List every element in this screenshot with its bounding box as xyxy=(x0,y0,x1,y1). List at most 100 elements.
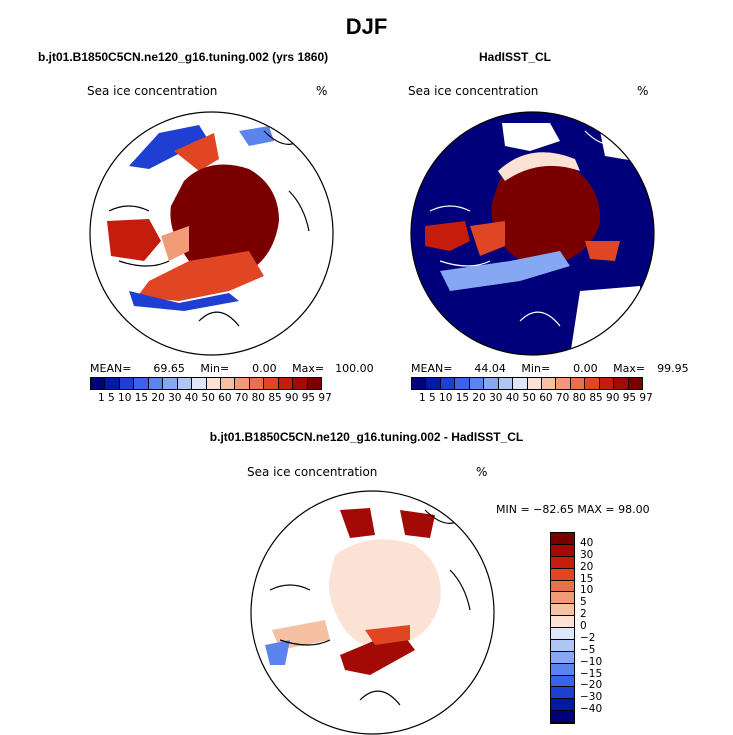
cb3-label-9: −5 xyxy=(580,643,596,656)
panel1-max: 100.00 xyxy=(335,362,374,375)
panel1-ice-bering xyxy=(174,133,219,171)
cb1-swatch-5 xyxy=(163,378,178,389)
cb3-label-8: −2 xyxy=(580,631,596,644)
cb3-label-1: 30 xyxy=(580,548,594,561)
panel3-units: % xyxy=(476,465,488,479)
cb3-label-2: 20 xyxy=(580,560,594,573)
panel2-subtitle: HadISST_CL xyxy=(479,50,552,64)
cb3-swatch-6 xyxy=(551,604,574,617)
cb3-label-5: 5 xyxy=(580,596,587,609)
cb1-swatch-13 xyxy=(278,378,294,389)
panel1-min: 0.00 xyxy=(252,362,277,375)
panel3-map xyxy=(250,490,495,735)
cb1-swatch-11 xyxy=(249,378,265,389)
cb3-swatch-9 xyxy=(551,639,574,652)
panel2-variable: Sea ice concentration xyxy=(408,84,539,98)
panel1-ice-arctic xyxy=(170,164,279,275)
cb3-label-3: 15 xyxy=(580,572,594,585)
cb1-swatch-6 xyxy=(177,378,193,389)
cb3-swatch-4 xyxy=(551,580,574,593)
panel1-mean-label: MEAN= xyxy=(90,362,132,375)
panel1-subtitle: b.jt01.B1850C5CN.ne120_g16.tuning.002 (y… xyxy=(38,50,329,64)
panel2-max-label: Max= xyxy=(613,362,646,375)
cb2-swatch-2 xyxy=(440,378,456,389)
cb2-swatch-3 xyxy=(455,378,470,389)
panel2-mean-label: MEAN= xyxy=(411,362,453,375)
cb2-swatch-11 xyxy=(570,378,586,389)
cb2-swatch-15 xyxy=(628,378,642,389)
panel1-units: % xyxy=(316,84,328,98)
panel1-min-label: Min= xyxy=(200,362,230,375)
panel1-ice-pacific-edge xyxy=(129,125,209,169)
panel3-colorbar xyxy=(550,532,575,724)
panel3-diff-arctic xyxy=(329,539,441,648)
cb3-swatch-1 xyxy=(551,544,574,557)
cb1-swatch-8 xyxy=(206,378,221,389)
cb2-swatch-7 xyxy=(513,378,528,389)
cb3-swatch-0 xyxy=(551,533,574,545)
cb3-swatch-3 xyxy=(551,568,574,581)
cb3-label-13: −30 xyxy=(580,691,603,704)
cb3-label-12: −20 xyxy=(580,679,603,692)
cb2-swatch-5 xyxy=(484,378,499,389)
panel2-max: 99.95 xyxy=(657,362,689,375)
cb2-swatch-9 xyxy=(541,378,557,389)
panel2-min: 0.00 xyxy=(573,362,598,375)
panel2-ice-baffin xyxy=(470,221,505,256)
panel2-ice-arctic xyxy=(491,160,601,266)
panel2-ice-rim xyxy=(498,152,580,181)
cb3-swatch-11 xyxy=(551,663,574,676)
cb3-label-7: 0 xyxy=(580,620,587,632)
cb2-swatch-4 xyxy=(469,378,485,389)
panel2-mean: 44.04 xyxy=(474,362,506,375)
panel1-coastline xyxy=(108,130,310,327)
figure-title: DJF xyxy=(345,14,388,39)
panel3-diff-okhotsk xyxy=(400,510,435,538)
panel2-ice-hudson xyxy=(425,221,470,251)
panel1-mean: 69.65 xyxy=(153,362,185,375)
panel3-colorbar-labels: 40 30 20 15 10 5 2 0 −2 −5 −10 −15 −20 −30 −40 xyxy=(580,532,620,722)
cb1-swatch-15 xyxy=(307,378,321,389)
panel3-variable: Sea ice concentration xyxy=(247,465,378,479)
panel2-colorbar-labels: 1 5 10 15 20 30 40 50 60 70 80 85 90 95 … xyxy=(419,392,653,404)
panel2-land xyxy=(502,123,645,355)
cb2-swatch-6 xyxy=(498,378,514,389)
cb1-swatch-4 xyxy=(148,378,164,389)
panel2-min-label: Min= xyxy=(521,362,551,375)
cb3-label-10: −10 xyxy=(580,655,603,668)
panel1-ice-atlantic xyxy=(137,251,264,301)
panel1-max-label: Max= xyxy=(292,362,325,375)
cb1-swatch-3 xyxy=(134,378,149,389)
cb2-swatch-10 xyxy=(556,378,571,389)
panel2-coastline xyxy=(429,130,621,327)
cb2-swatch-13 xyxy=(599,378,615,389)
cb3-swatch-8 xyxy=(551,628,574,640)
panel1-variable: Sea ice concentration xyxy=(87,84,218,98)
panel2-units: % xyxy=(637,84,649,98)
cb2-swatch-12 xyxy=(585,378,600,389)
cb1-swatch-1 xyxy=(105,378,120,389)
cb3-swatch-5 xyxy=(551,592,574,605)
panel1-ice-barents xyxy=(239,126,274,146)
cb3-swatch-7 xyxy=(551,616,574,628)
cb3-label-14: −40 xyxy=(580,703,603,716)
cb3-swatch-14 xyxy=(551,699,574,712)
cb1-swatch-14 xyxy=(293,378,308,389)
cb1-swatch-2 xyxy=(119,378,135,389)
panel2-colorbar xyxy=(411,377,643,390)
cb2-swatch-0 xyxy=(412,378,427,389)
panel2-map xyxy=(410,111,655,356)
cb2-swatch-1 xyxy=(426,378,441,389)
cb2-swatch-14 xyxy=(614,378,629,389)
panel2-ice-labrador xyxy=(440,251,570,291)
panel3-subtitle: b.jt01.B1850C5CN.ne120_g16.tuning.002 - … xyxy=(209,430,524,444)
cb3-label-0: 40 xyxy=(580,536,594,549)
panel1-ice-labrador xyxy=(161,226,189,261)
panel2-ice-barents xyxy=(585,241,620,261)
panel1-ice-atlantic-edge xyxy=(129,291,239,311)
cb3-label-6: 2 xyxy=(580,608,587,621)
panel1-map xyxy=(89,111,334,356)
panel3-diff-bering xyxy=(340,508,375,538)
panel3-diff-negative xyxy=(265,640,290,665)
panel3-coastline xyxy=(269,509,471,706)
